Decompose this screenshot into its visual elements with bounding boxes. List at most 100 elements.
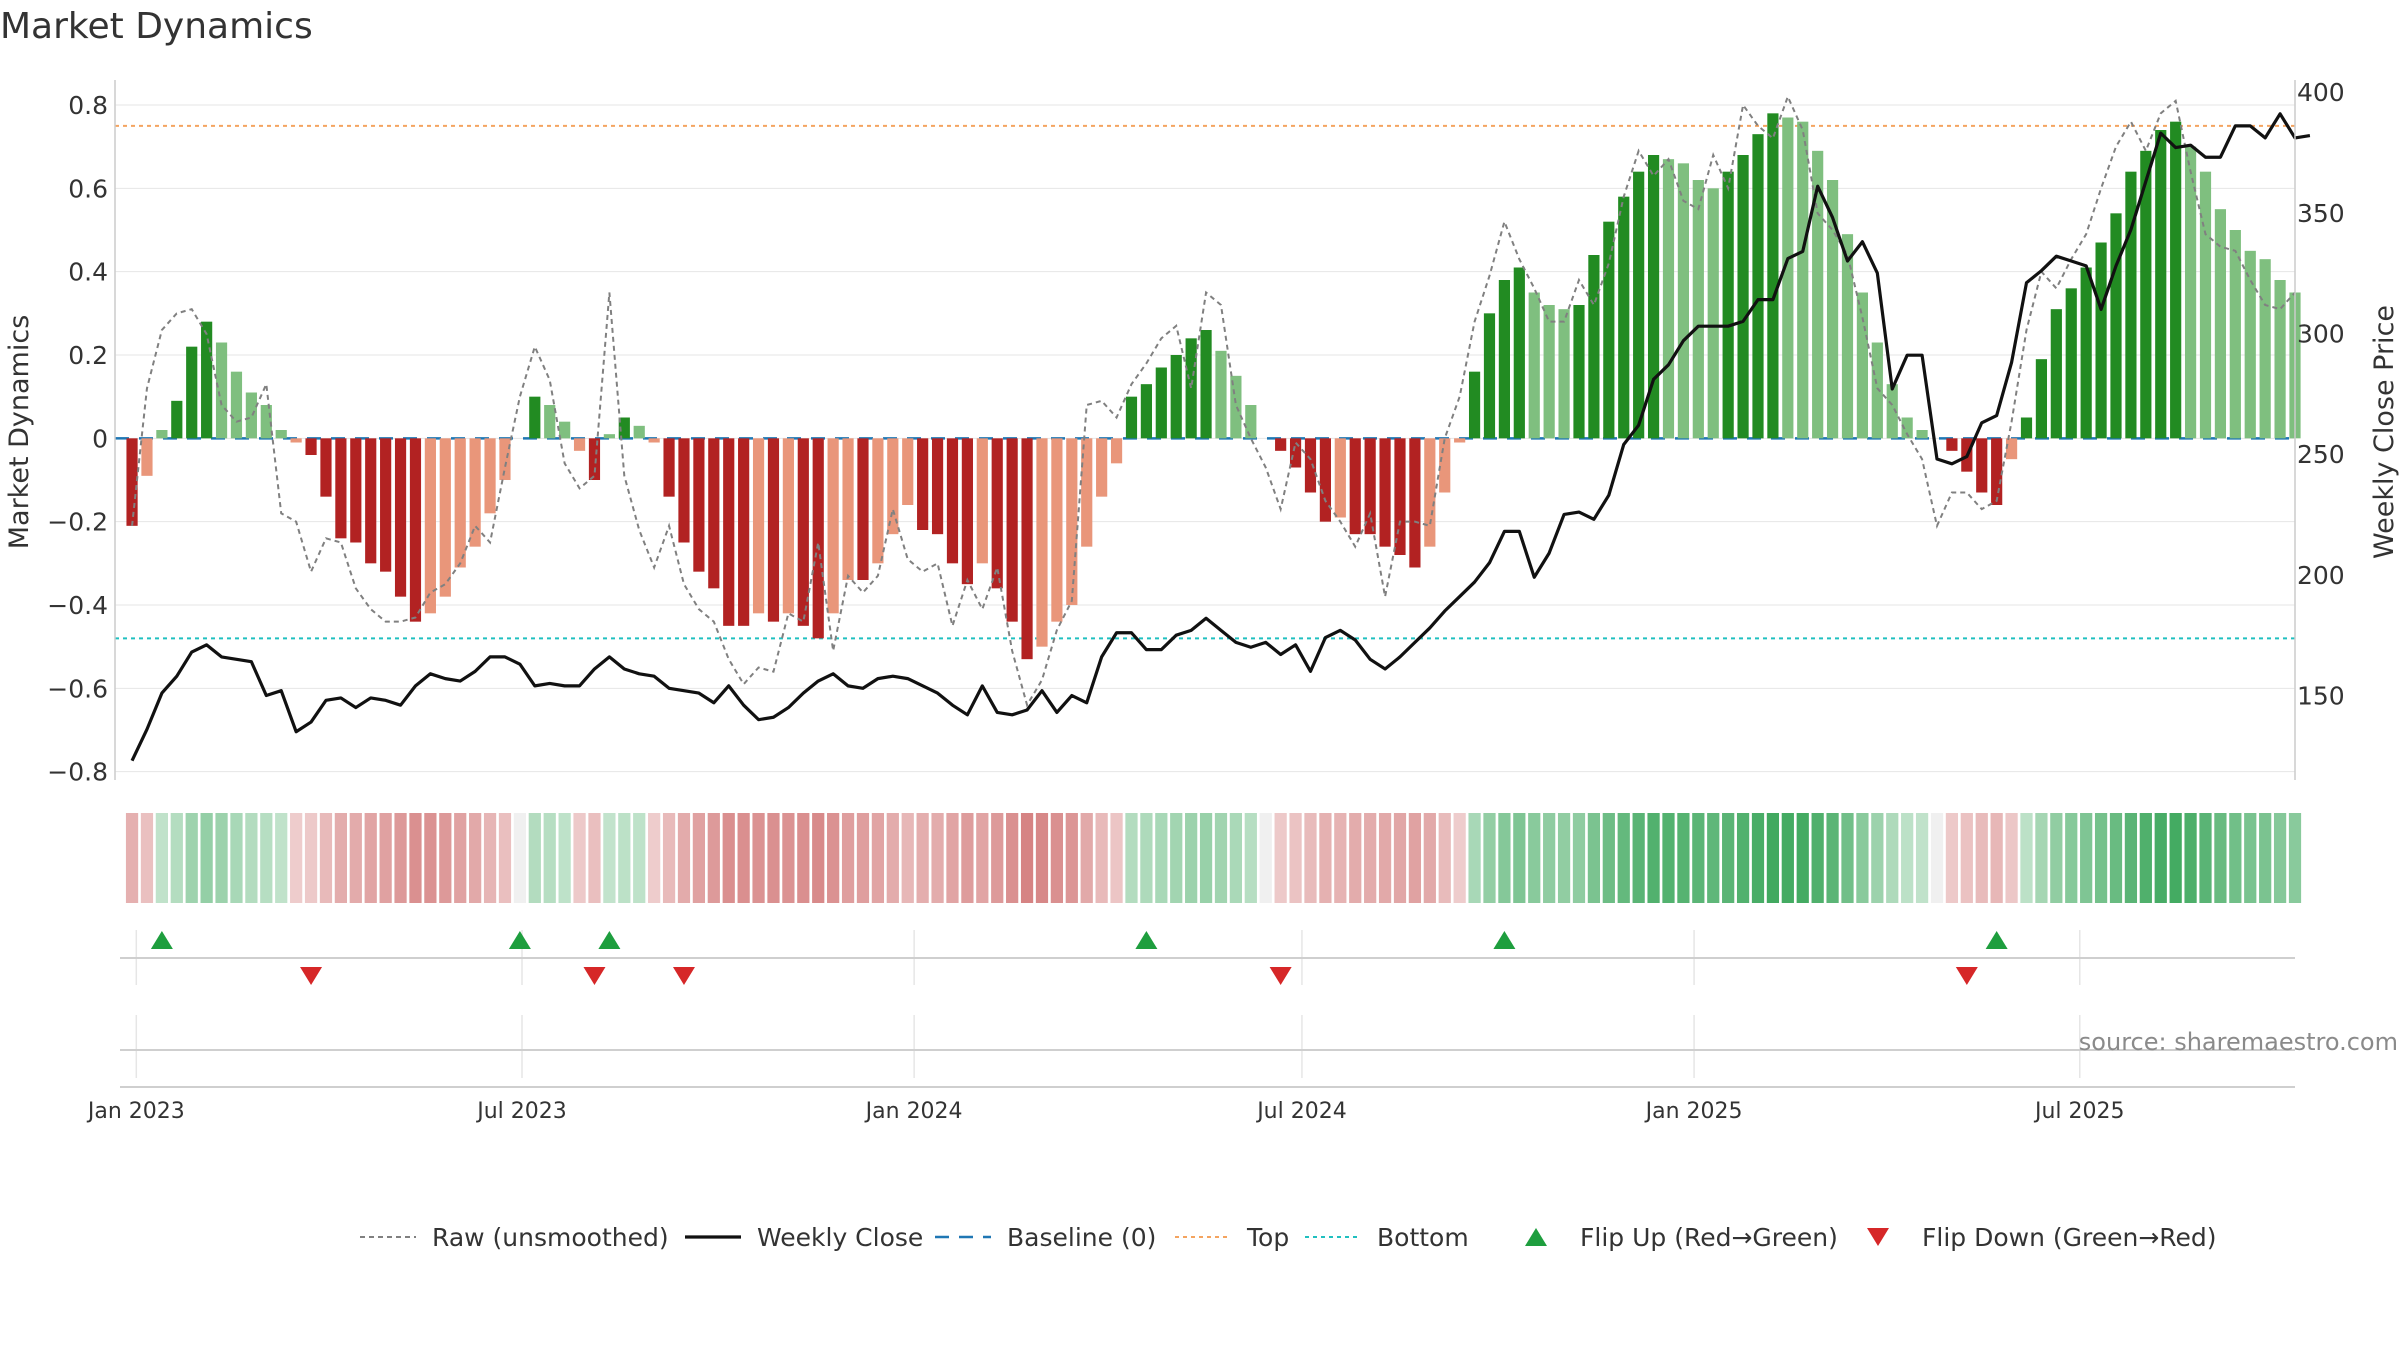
dynamics-bar	[887, 438, 899, 535]
dynamics-bar	[2155, 130, 2167, 439]
regime-cell	[1617, 813, 1630, 903]
dynamics-bar	[1036, 438, 1048, 647]
dynamics-bar	[454, 438, 466, 568]
regime-cell	[155, 813, 168, 903]
dynamics-bar	[1066, 438, 1078, 605]
y-tick-label: 0.4	[68, 258, 108, 287]
regime-cell	[1095, 813, 1108, 903]
y-tick-label: 0.8	[68, 91, 108, 120]
dynamics-bar	[544, 405, 556, 439]
raw-unsmoothed-line	[131, 93, 2296, 708]
dynamics-bar	[1155, 367, 1167, 439]
dynamics-bar	[1752, 134, 1764, 439]
flip-down-marker	[1269, 967, 1292, 985]
regime-cell	[409, 813, 422, 903]
dynamics-bar	[1230, 375, 1242, 439]
regime-cell	[1349, 813, 1362, 903]
regime-cell	[2094, 813, 2108, 903]
dynamics-bar	[1289, 438, 1302, 468]
regime-cell	[2005, 813, 2018, 903]
regime-cell	[1766, 813, 1780, 903]
dynamics-bar	[2080, 267, 2092, 439]
dynamics-bar	[976, 438, 988, 564]
regime-cell	[1751, 813, 1765, 903]
x-tick-label: Jan 2025	[1644, 1099, 1743, 1124]
dynamics-bar	[827, 438, 839, 614]
dynamics-bar	[1871, 342, 1883, 439]
regime-cell	[1886, 813, 1899, 903]
regime-cell	[1155, 813, 1168, 903]
regime-cell	[648, 813, 661, 903]
dynamics-bar	[1110, 438, 1123, 464]
regime-cell	[1945, 813, 1959, 903]
regime-cell	[1274, 813, 1287, 903]
regime-cell	[215, 813, 228, 903]
regime-cell	[871, 813, 885, 903]
dynamics-bar	[1409, 438, 1421, 568]
regime-cell	[364, 813, 377, 903]
x-tick-label: Jan 2024	[864, 1099, 963, 1124]
legend-item: Raw (unsmoothed)	[360, 1223, 669, 1252]
legend-label: Baseline (0)	[1007, 1223, 1156, 1252]
dynamics-bar	[2259, 259, 2271, 439]
dynamics-bar	[708, 438, 720, 589]
y-tick-label: 0	[92, 424, 108, 453]
legend-label: Top	[1246, 1223, 1289, 1252]
dynamics-bar	[1454, 438, 1466, 443]
dynamics-bar	[1841, 234, 1854, 439]
dynamics-bar	[1528, 292, 1540, 439]
regime-cell	[1826, 813, 1839, 903]
dynamics-bar	[126, 438, 138, 526]
regime-cell	[737, 813, 750, 903]
dynamics-bar	[588, 438, 601, 480]
regime-cell	[290, 813, 303, 903]
dynamics-bar	[752, 438, 765, 614]
regime-cell	[603, 813, 616, 903]
x-tick-label: Jul 2025	[2033, 1099, 2125, 1124]
regime-cell	[1065, 813, 1078, 903]
flip-up-marker	[508, 931, 531, 949]
dynamics-bar	[1946, 438, 1958, 451]
dynamics-bar	[573, 438, 586, 451]
regime-cell	[1543, 813, 1556, 903]
dynamics-bar	[2020, 417, 2033, 439]
dynamics-bar	[1618, 196, 1630, 439]
regime-cell	[1334, 813, 1347, 903]
regime-cell	[1602, 813, 1615, 903]
legend: Raw (unsmoothed) Weekly Close Baseline (0)…	[360, 1223, 2217, 1252]
dynamics-bar	[693, 438, 705, 572]
dynamics-bar	[1588, 255, 1600, 439]
regime-cell	[528, 813, 541, 903]
dynamics-bar	[1737, 155, 1749, 439]
dynamics-bar	[2095, 242, 2107, 439]
y2-tick-label: 200	[2297, 561, 2345, 590]
regime-cell	[841, 813, 855, 903]
dynamics-bar	[991, 438, 1003, 589]
regime-cell	[2288, 813, 2302, 903]
dynamics-bar	[1722, 171, 1734, 439]
legend-item: Top	[1175, 1223, 1289, 1252]
regime-cell	[230, 813, 243, 903]
legend-label: Raw (unsmoothed)	[432, 1223, 669, 1252]
regime-cell	[2169, 813, 2182, 903]
dynamics-bar	[2140, 150, 2152, 439]
dynamics-bar	[1513, 267, 1525, 439]
dynamics-bar	[1662, 159, 1675, 439]
regime-cell	[573, 813, 586, 903]
regime-cell	[543, 813, 556, 903]
regime-cell	[856, 813, 870, 903]
legend-swatch	[1525, 1228, 1547, 1246]
regime-cell	[2139, 813, 2152, 903]
dynamics-bar	[201, 321, 213, 439]
dynamics-bar	[1334, 438, 1346, 518]
dynamics-bar	[603, 434, 615, 439]
regime-cell	[886, 813, 899, 903]
regime-cell	[1393, 813, 1407, 903]
dynamics-bar	[230, 371, 243, 439]
flip-up-marker	[1985, 931, 2008, 949]
regime-cell	[1990, 813, 2003, 903]
regime-cell	[961, 813, 974, 903]
regime-cell	[946, 813, 959, 903]
